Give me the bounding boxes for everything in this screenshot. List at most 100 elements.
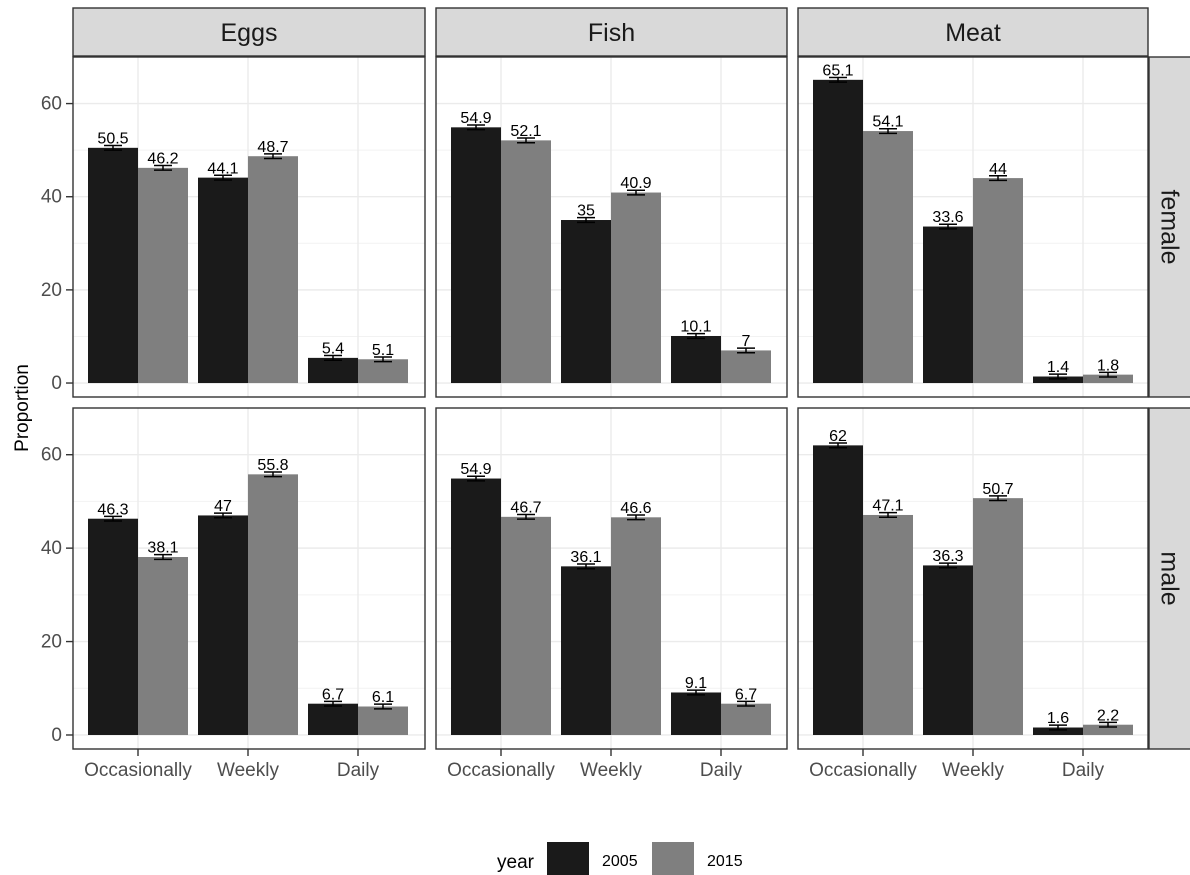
- data-label: 40.9: [620, 175, 651, 192]
- legend-title: year: [497, 852, 535, 873]
- strip-label-male: male: [1156, 551, 1184, 605]
- legend: year 2005 2015: [497, 842, 743, 875]
- bar-2005-weekly: [923, 226, 973, 384]
- data-label: 46.7: [510, 500, 541, 517]
- data-label: 50.7: [982, 481, 1013, 498]
- strip-label-fish: Fish: [588, 19, 635, 47]
- strip-fish: [435, 7, 788, 57]
- bar-2005-occasionally: [813, 445, 863, 735]
- bar-2005-daily: [1033, 376, 1083, 384]
- data-label: 62: [829, 428, 847, 445]
- bar-2015-weekly: [611, 192, 661, 384]
- data-label: 50.5: [97, 130, 128, 147]
- data-label: 36.3: [932, 548, 963, 565]
- bar-2015-daily: [1083, 724, 1133, 735]
- y-tick-label: 20: [41, 280, 62, 301]
- bar-2005-occasionally: [451, 127, 501, 384]
- panel-male-fish: 54.9 46.7 36.1 46.6 9.1 6.7: [435, 407, 788, 750]
- data-label: 48.7: [257, 139, 288, 156]
- strip-label-meat: Meat: [945, 19, 1001, 47]
- bar-2005-weekly: [198, 177, 248, 384]
- legend-key-2015: [652, 842, 694, 875]
- facet-panels: 50.5 46.2 44.1 48.7 5.4 5.1 54.9 52.1 35 40.9 10.1…: [72, 56, 1149, 750]
- strip-eggs: [72, 7, 426, 57]
- bar-2015-daily: [721, 703, 771, 735]
- x-tick-label: Daily: [700, 760, 743, 781]
- bar-2015-weekly: [611, 517, 661, 735]
- bar-2005-daily: [671, 335, 721, 384]
- data-label: 33.6: [932, 209, 963, 226]
- data-label: 38.1: [147, 540, 178, 557]
- strip-male: [1148, 407, 1190, 750]
- panel-border: [72, 407, 426, 750]
- y-tick-label: 0: [51, 725, 62, 746]
- y-tick-label: 40: [41, 538, 62, 559]
- panel-male-meat: 62 47.1 36.3 50.7 1.6 2.2: [797, 407, 1149, 750]
- bar-2015-occasionally: [501, 140, 551, 384]
- bar-2005-weekly: [198, 515, 248, 735]
- panel-female-eggs: 50.5 46.2 44.1 48.7 5.4 5.1: [72, 56, 426, 398]
- y-tick-label: 40: [41, 187, 62, 208]
- data-label: 35: [577, 203, 595, 220]
- bar-2015-weekly: [973, 498, 1023, 735]
- panel-border: [797, 56, 1149, 398]
- x-tick-label: Occasionally: [447, 760, 555, 781]
- x-tick-label: Daily: [337, 760, 380, 781]
- data-label: 47: [214, 498, 232, 515]
- data-label: 2.2: [1097, 707, 1119, 724]
- data-label: 65.1: [822, 62, 853, 79]
- legend-label-2005: 2005: [602, 853, 638, 870]
- x-axis: Occasionally Weekly Daily Occasionally Weekl…: [84, 749, 1105, 781]
- data-label: 54.9: [460, 461, 491, 478]
- bar-2005-occasionally: [88, 518, 138, 735]
- panel-border: [435, 56, 788, 398]
- bar-2005-occasionally: [451, 478, 501, 735]
- bar-2005-weekly: [923, 565, 973, 735]
- bar-2005-daily: [1033, 727, 1083, 735]
- bar-2005-occasionally: [813, 79, 863, 384]
- strip-meat: [797, 7, 1149, 57]
- data-label: 54.1: [872, 114, 903, 131]
- data-label: 52.1: [510, 123, 541, 140]
- data-label: 1.6: [1047, 710, 1069, 727]
- data-label: 6.7: [735, 686, 757, 703]
- data-label: 1.8: [1097, 357, 1119, 374]
- data-label: 44: [989, 161, 1007, 178]
- facet-strips: Eggs Fish Meat female male: [72, 7, 1190, 750]
- y-tick-label: 60: [41, 94, 62, 115]
- y-tick-label: 0: [51, 373, 62, 394]
- data-label: 5.1: [372, 342, 394, 359]
- bar-2005-weekly: [561, 566, 611, 735]
- data-label: 7: [742, 333, 751, 350]
- strip-female: [1148, 56, 1190, 398]
- panel-border: [72, 56, 426, 398]
- data-label: 10.1: [680, 319, 711, 336]
- data-label: 46.3: [97, 501, 128, 518]
- data-label: 46.6: [620, 500, 651, 517]
- legend-key-2005: [547, 842, 589, 875]
- bar-2015-occasionally: [501, 516, 551, 735]
- bar-2015-occasionally: [138, 167, 188, 384]
- panel-female-fish: 54.9 52.1 35 40.9 10.1 7: [435, 56, 788, 398]
- data-label: 1.4: [1047, 359, 1069, 376]
- strip-label-female: female: [1156, 189, 1184, 264]
- legend-label-2015: 2015: [707, 853, 743, 870]
- y-tick-label: 60: [41, 445, 62, 466]
- data-label: 47.1: [872, 498, 903, 515]
- strip-label-eggs: Eggs: [221, 19, 278, 47]
- y-axis: 0 20 40 60 0 20 40 60: [41, 94, 73, 746]
- data-label: 36.1: [570, 549, 601, 566]
- bar-2015-weekly: [973, 178, 1023, 384]
- x-tick-label: Weekly: [580, 760, 642, 781]
- bar-2015-daily: [1083, 374, 1133, 384]
- x-tick-label: Weekly: [942, 760, 1004, 781]
- bar-2005-daily: [671, 692, 721, 735]
- bar-2005-weekly: [561, 220, 611, 384]
- panel-male-eggs: 46.3 38.1 47 55.8 6.7 6.1: [72, 407, 426, 750]
- y-tick-label: 20: [41, 632, 62, 653]
- x-tick-label: Occasionally: [809, 760, 917, 781]
- x-tick-label: Daily: [1062, 760, 1105, 781]
- bar-2005-occasionally: [88, 147, 138, 384]
- data-label: 46.2: [147, 151, 178, 168]
